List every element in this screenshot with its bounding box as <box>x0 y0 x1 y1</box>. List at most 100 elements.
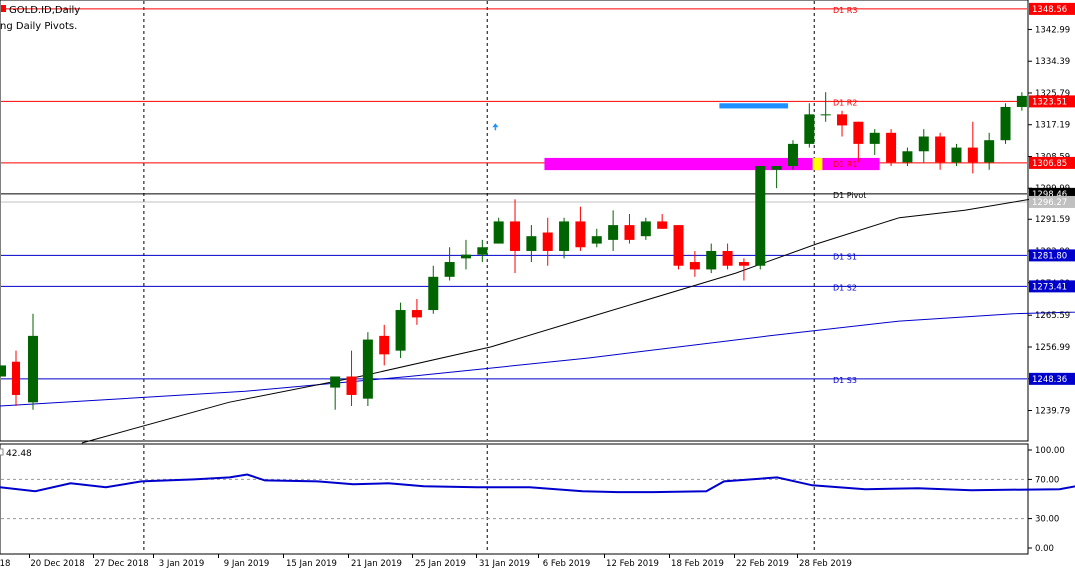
pivot-price-label: 1273.41 <box>1032 282 1067 292</box>
candle[interactable] <box>984 132 995 170</box>
candle[interactable] <box>411 298 422 325</box>
candle[interactable] <box>869 129 880 155</box>
candle[interactable] <box>510 199 521 274</box>
candle-body <box>689 262 700 270</box>
main-plot-frame <box>0 0 1029 442</box>
candle-body <box>820 114 831 116</box>
candle[interactable] <box>1000 103 1011 144</box>
sub-color-icon <box>0 448 4 456</box>
candle[interactable] <box>935 132 946 170</box>
candle-body <box>869 132 880 144</box>
candle-body <box>984 140 995 163</box>
sma-slow-line <box>0 311 1075 407</box>
price-tick-label: 1334.39 <box>1035 57 1070 67</box>
candle[interactable] <box>918 129 929 163</box>
candle[interactable] <box>771 166 782 189</box>
time-tick-label: 27 Dec 2018 <box>94 559 148 569</box>
support-zone <box>544 157 880 171</box>
candle[interactable] <box>330 376 341 410</box>
candle[interactable] <box>477 239 488 263</box>
candle-body <box>608 225 619 240</box>
price-tick-label: 1256.99 <box>1035 343 1070 353</box>
candle-body <box>673 225 684 266</box>
pivot-lines <box>1 8 1027 380</box>
candle[interactable] <box>526 225 537 263</box>
candle[interactable] <box>689 250 700 277</box>
candle[interactable] <box>559 217 570 259</box>
candle[interactable] <box>951 143 962 167</box>
candle[interactable] <box>575 206 586 251</box>
candle-body <box>918 136 929 152</box>
candle-body-partial <box>0 365 6 377</box>
symbol-header: GOLD.ID,Daily ng Daily Pivots. <box>0 5 80 32</box>
candle[interactable] <box>493 217 504 244</box>
sub-value-label: 42.48 <box>6 449 32 459</box>
candle[interactable] <box>640 217 651 240</box>
candle-body <box>886 132 897 163</box>
candle-body <box>804 114 815 144</box>
candle[interactable] <box>542 217 553 266</box>
price-tick-label: 1342.99 <box>1035 25 1070 35</box>
candle-body <box>510 221 521 251</box>
pivot-name-label: D1 R1 <box>833 160 857 169</box>
candle[interactable] <box>608 210 619 251</box>
time-axis: 18 20 Dec 2018 27 Dec 2018 3 Jan 2019 9 Jan … <box>0 554 852 569</box>
sub-indicator-line <box>0 473 1075 494</box>
vertical-gridlines <box>143 1 815 553</box>
candle[interactable] <box>379 324 390 366</box>
candle[interactable] <box>902 147 913 167</box>
candle-body <box>951 147 962 163</box>
candle[interactable] <box>395 302 406 359</box>
candle[interactable] <box>362 332 373 407</box>
sub-tick-label: 30.00 <box>1035 515 1059 525</box>
candle[interactable] <box>787 140 798 170</box>
candle-body <box>493 221 504 244</box>
symbol-color-icon <box>1 5 6 12</box>
candle-body <box>624 225 635 240</box>
candle[interactable] <box>820 92 831 122</box>
highlight-marker <box>812 157 823 171</box>
pivot-price-label: 1306.85 <box>1032 159 1067 169</box>
candle[interactable] <box>624 214 635 244</box>
pivot-price-tag <box>1029 156 1075 169</box>
candle[interactable] <box>1016 92 1027 111</box>
pivot-price-label: 1323.51 <box>1032 97 1067 107</box>
pivot-name-label: D1 R3 <box>833 6 857 15</box>
candle[interactable] <box>967 121 978 174</box>
pivot-labels: D1 R3 1348.56 D1 R2 1323.51 D1 R1 1306.85 D1 P… <box>833 2 1075 385</box>
candle[interactable] <box>428 265 439 314</box>
price-tick-label: 1317.19 <box>1035 121 1070 131</box>
candle[interactable] <box>673 225 684 270</box>
sub-indicator: 100.00 70.00 30.00 0.00 <box>0 446 1075 554</box>
candle[interactable] <box>853 121 864 163</box>
time-tick-label: 20 Dec 2018 <box>30 559 84 569</box>
candle[interactable] <box>444 247 455 281</box>
candle[interactable] <box>755 166 766 270</box>
pivot-price-tag <box>1029 249 1075 262</box>
time-tick-label: 31 Jan 2019 <box>479 559 530 569</box>
candle[interactable] <box>460 239 471 270</box>
candle[interactable] <box>837 110 848 137</box>
candle-body <box>362 339 373 399</box>
candle[interactable] <box>886 129 897 167</box>
time-tick-label: 25 Jan 2019 <box>415 559 466 569</box>
candle-body <box>477 247 488 255</box>
candle[interactable] <box>591 228 602 248</box>
candle-body <box>902 151 913 163</box>
candle[interactable] <box>722 243 733 270</box>
candle[interactable] <box>706 243 717 274</box>
candle[interactable] <box>738 258 749 281</box>
candle[interactable] <box>346 350 357 407</box>
resistance-zone <box>719 103 789 109</box>
indicator-label: ng Daily Pivots. <box>0 21 77 32</box>
current-price-tag <box>1029 195 1075 208</box>
price-tick-label: 1265.59 <box>1035 311 1070 321</box>
candle[interactable] <box>804 103 815 148</box>
candles[interactable] <box>0 92 1027 410</box>
pivot-price-tag <box>1029 2 1075 15</box>
candle-body <box>1000 106 1011 141</box>
pivot-price-tag <box>1029 372 1075 385</box>
candle[interactable] <box>657 214 668 229</box>
pivot-price-label: 1248.36 <box>1032 375 1067 385</box>
